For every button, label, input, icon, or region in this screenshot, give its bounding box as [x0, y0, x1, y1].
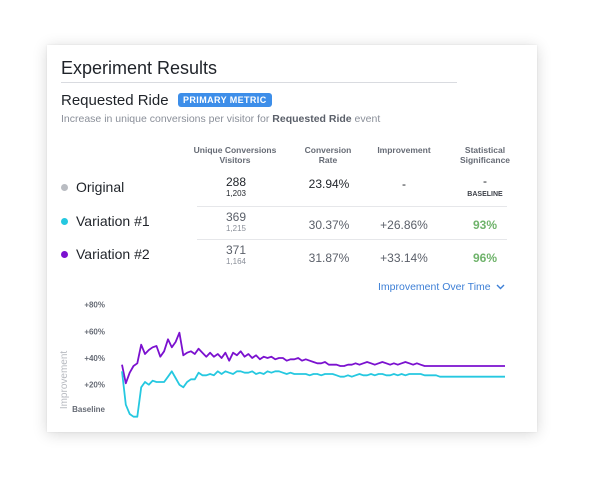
header-improvement: Improvement [367, 145, 441, 155]
visitors-value: 1,203 [225, 189, 247, 198]
header-improvement-label: Improvement [377, 145, 431, 155]
conversions-value: 288 [225, 175, 247, 189]
chevron-down-icon [496, 284, 505, 290]
header-statistical-significance: Statistical Significance [447, 145, 523, 165]
significance-cell: - BASELINE [447, 175, 523, 200]
baseline-label: BASELINE [467, 191, 503, 198]
conversion-rate-value: 30.37% [308, 218, 350, 232]
significance-value: 93% [472, 218, 498, 232]
improvement-over-time-label: Improvement Over Time [378, 281, 491, 293]
improvement-value: +33.14% [380, 251, 428, 265]
conversions-cell: 371 1,164 [211, 244, 261, 267]
variant-dot-icon [61, 217, 68, 225]
header-conversion-rate: Conversion Rate [293, 145, 363, 165]
header-significance-line2: Significance [459, 155, 511, 165]
series-line-2 [121, 370, 505, 418]
variant-name-text: Original [76, 179, 125, 195]
chart-series [121, 331, 505, 418]
visitors-value: 1,164 [225, 257, 247, 266]
header-rate-line2: Rate [318, 155, 338, 165]
experiment-results-card: Experiment Results Requested Ride PRIMAR… [47, 45, 537, 432]
variant-dot-icon [61, 250, 68, 258]
series-line-1 [121, 331, 505, 385]
variant-name: Variation #1 [61, 213, 150, 229]
header-conversions-line1: Unique Conversions [193, 145, 277, 155]
variant-name-text: Variation #1 [76, 213, 150, 229]
title-divider [61, 82, 457, 83]
conversions-cell: 288 1,203 [211, 176, 261, 199]
variant-dot-icon [61, 183, 68, 191]
variant-name: Original [61, 179, 124, 195]
metric-description-event: Requested Ride [272, 113, 352, 125]
header-unique-conversions: Unique Conversions Visitors [185, 145, 285, 165]
conversion-rate-value: 31.87% [308, 251, 350, 265]
variant-name: Variation #2 [61, 246, 150, 262]
baseline-label: Baseline [72, 405, 105, 414]
y-axis-ticks: +80% +60% +40% +20% [84, 301, 105, 390]
conversion-rate-value: 23.94% [308, 177, 350, 191]
y-tick-label: +80% [84, 301, 105, 310]
table-row-variation-2: Variation #2 371 1,164 31.87% +33.14% 96… [61, 240, 501, 272]
y-axis-label: Improvement [59, 351, 70, 410]
metric-description: Increase in unique conversions per visit… [61, 113, 380, 125]
visitors-value: 1,215 [225, 224, 247, 233]
improvement-value: - [402, 177, 406, 191]
y-tick-label: +20% [84, 381, 105, 390]
table-row-variation-1: Variation #1 369 1,215 30.37% +26.86% 93… [61, 207, 501, 239]
improvement-chart: +80% +60% +40% +20% Improvement Baseline [59, 301, 505, 418]
metric-description-prefix: Increase in unique conversions per visit… [61, 113, 273, 125]
y-tick-label: +40% [84, 354, 105, 363]
improvement-value: +26.86% [380, 218, 428, 232]
variant-name-text: Variation #2 [76, 246, 150, 262]
conversions-cell: 369 1,215 [211, 211, 261, 234]
table-row-original: Original 288 1,203 23.94% - - BASELINE [61, 173, 503, 205]
conversions-value: 369 [225, 210, 247, 224]
improvement-over-time-toggle[interactable]: Improvement Over Time [378, 281, 505, 293]
significance-value: 96% [472, 251, 498, 265]
row-divider [197, 239, 507, 240]
header-rate-line1: Conversion [304, 145, 352, 155]
conversions-value: 371 [225, 243, 247, 257]
metric-description-suffix: event [351, 113, 381, 125]
header-conversions-line2: Visitors [219, 155, 251, 165]
row-divider [197, 206, 507, 207]
primary-metric-badge: PRIMARY METRIC [178, 93, 272, 107]
header-significance-line1: Statistical [464, 145, 506, 155]
y-tick-label: +60% [84, 327, 105, 336]
metric-name: Requested Ride [61, 92, 169, 109]
card-title: Experiment Results [61, 58, 218, 78]
significance-value: - [483, 174, 487, 188]
